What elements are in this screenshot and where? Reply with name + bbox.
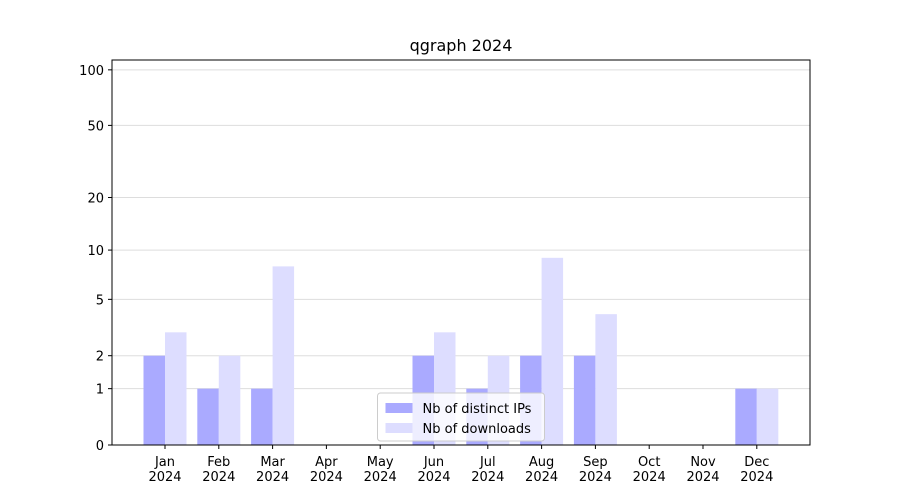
bar <box>573 355 596 445</box>
bar <box>251 388 273 445</box>
bar <box>165 332 187 445</box>
x-tick-label: Sep 2024 <box>579 455 612 485</box>
x-tick-label: Jun 2024 <box>417 455 450 485</box>
bar <box>541 257 564 445</box>
x-tick-label: Dec 2024 <box>740 455 773 485</box>
bar <box>756 388 779 445</box>
legend-swatch <box>385 423 413 433</box>
bar <box>735 388 757 445</box>
x-tick-label: Oct 2024 <box>633 455 666 485</box>
plot-frame <box>111 59 811 446</box>
y-tick-label: 10 <box>87 244 104 259</box>
x-tick-label: Mar 2024 <box>256 455 289 485</box>
x-tick-label: Feb 2024 <box>202 455 235 485</box>
bar <box>218 355 241 445</box>
chart-title: qgraph 2024 <box>410 36 513 55</box>
x-tick-label: Apr 2024 <box>310 455 343 485</box>
bar <box>197 388 219 445</box>
x-tick-label: May 2024 <box>364 455 397 485</box>
x-tick-label: Jul 2024 <box>471 455 504 485</box>
bar <box>143 355 165 445</box>
legend-swatch <box>385 403 413 413</box>
x-tick-label: Aug 2024 <box>525 455 558 485</box>
y-tick-label: 0 <box>96 439 104 454</box>
y-tick-label: 2 <box>96 350 104 365</box>
y-tick-label: 100 <box>79 64 104 79</box>
y-tick-label: 5 <box>96 293 104 308</box>
x-tick-label: Nov 2024 <box>686 455 719 485</box>
legend-label: Nb of distinct IPs <box>423 402 532 417</box>
bar <box>272 266 295 445</box>
legend-label: Nb of downloads <box>423 422 532 437</box>
x-tick-label: Jan 2024 <box>148 455 181 485</box>
y-tick-label: 20 <box>87 192 104 207</box>
y-tick-label: 1 <box>96 383 104 398</box>
legend-box <box>377 392 545 442</box>
y-tick-label: 50 <box>87 119 104 134</box>
bar <box>595 314 617 445</box>
